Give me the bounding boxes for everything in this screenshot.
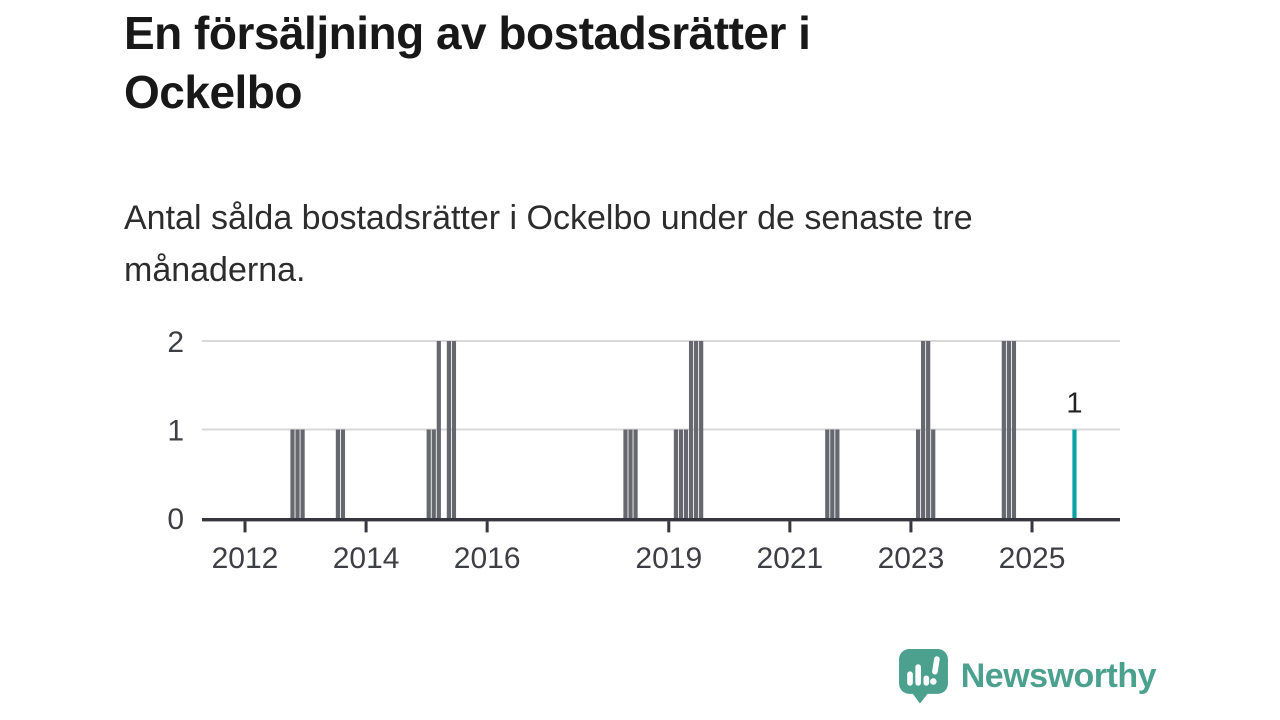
bar-2019-06 (694, 341, 699, 518)
bar-2021-08 (825, 429, 830, 518)
bar-2015-03 (436, 341, 441, 518)
bar-value-label: 1 (1066, 388, 1082, 420)
x-axis-label-2025: 2025 (999, 542, 1066, 575)
bar-2018-04 (623, 429, 628, 518)
bar-2012-10 (290, 429, 295, 518)
y-axis-label-1: 1 (167, 415, 184, 448)
x-axis-label-2012: 2012 (212, 542, 279, 575)
chart-title-line2: Ockelbo (124, 65, 303, 118)
gridline-y1 (202, 428, 1120, 431)
x-axis-line (202, 518, 1120, 522)
bar-2023-04 (926, 341, 931, 518)
bar-2015-06 (451, 341, 457, 518)
bar-2018-05 (628, 429, 633, 518)
chart-subtitle-line2: månaderna. (124, 251, 306, 290)
bar-2023-05 (931, 429, 936, 518)
bar-2019-03 (678, 429, 684, 518)
bar-2015-01 (426, 429, 431, 518)
newsworthy-logo-text: Newsworthy (960, 657, 1157, 695)
bar-2019-04 (683, 429, 689, 518)
axis-tick-2014 (364, 521, 368, 533)
axis-tick-2016 (485, 521, 489, 533)
x-axis-label-2016: 2016 (454, 542, 521, 575)
chart-title-line1: En försäljning av bostadsrätter i (124, 7, 811, 59)
bar-2021-10 (835, 429, 840, 518)
bar-2021-09 (830, 429, 835, 518)
y-axis-label-2: 2 (167, 326, 184, 359)
axis-tick-2012 (243, 521, 247, 533)
bar-2024-07 (1001, 341, 1006, 518)
bar-2023-02 (915, 429, 921, 518)
bar-2015-05 (446, 341, 451, 518)
bar-2019-07 (699, 341, 704, 518)
bar-2012-11 (295, 429, 300, 518)
x-axis-label-2021: 2021 (756, 542, 823, 575)
axis-tick-2025 (1030, 521, 1034, 533)
x-axis-label-2014: 2014 (333, 542, 400, 575)
bar-2015-02 (431, 429, 436, 518)
bar-2012-12 (300, 429, 305, 518)
bar-2024-08 (1006, 341, 1011, 518)
bar-2013-08 (340, 429, 346, 518)
axis-tick-2023 (909, 521, 913, 533)
bar-2019-02 (673, 429, 679, 518)
chart-title: En försäljning av bostadsrätter i Ockelb… (124, 4, 1134, 122)
chart-subtitle: Antal sålda bostadsrätter i Ockelbo unde… (124, 192, 1134, 296)
axis-tick-2019 (667, 521, 671, 533)
highlighted-bar-2025-09 (1072, 429, 1077, 518)
bar-2013-07 (335, 429, 341, 518)
chart-subtitle-line1: Antal sålda bostadsrätter i Ockelbo unde… (124, 199, 973, 237)
y-axis-label-0: 0 (167, 503, 184, 536)
bar-2023-03 (921, 341, 926, 518)
axis-tick-2021 (788, 521, 792, 533)
x-axis-label-2019: 2019 (635, 542, 702, 575)
newsworthy-logo-icon (898, 649, 948, 704)
bar-2024-09 (1011, 341, 1017, 518)
bar-2018-06 (633, 429, 638, 518)
bar-2019-05 (688, 341, 694, 518)
gridline-y2 (202, 340, 1120, 342)
newsworthy-logo: Newsworthy (898, 649, 1157, 704)
x-axis-label-2023: 2023 (878, 542, 945, 575)
